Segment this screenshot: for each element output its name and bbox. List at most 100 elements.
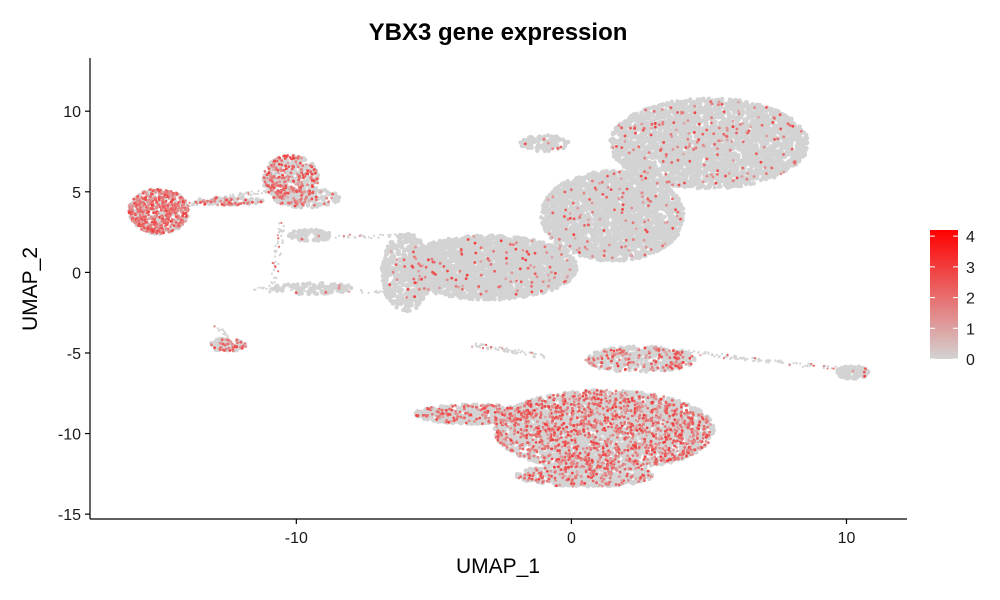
cell-point (445, 283, 451, 288)
cell-point (385, 248, 390, 253)
cell-point (554, 282, 559, 288)
cell-point (275, 199, 280, 205)
cell-point (402, 278, 407, 283)
cell-point (498, 261, 503, 266)
cell-point (497, 297, 502, 302)
cell-point (288, 283, 293, 289)
cell-point (415, 250, 421, 255)
cell-point (411, 238, 416, 243)
cell-point (572, 269, 577, 274)
cell-point (498, 257, 503, 262)
cell-point (563, 263, 568, 268)
cell-point (393, 245, 398, 250)
cell-point (508, 293, 513, 298)
cell-point (537, 241, 543, 246)
cell-point (303, 179, 309, 184)
cell-point (249, 196, 254, 202)
cell-point (500, 273, 505, 278)
cell-point (397, 256, 402, 262)
cell-point (534, 290, 540, 296)
cell-point (482, 258, 488, 263)
cell-point (526, 269, 531, 274)
cell-point (312, 291, 318, 296)
cell-point (536, 251, 541, 256)
cell-point (453, 291, 459, 296)
cell-point (480, 242, 485, 247)
cell-point (457, 280, 462, 286)
cell-point (467, 257, 472, 263)
cell-point (407, 269, 413, 274)
cell-point (291, 229, 297, 234)
cell-point (311, 283, 316, 288)
cell-point (424, 281, 429, 286)
cell-point (544, 287, 549, 292)
cell-point (497, 251, 502, 257)
cell-point (434, 248, 440, 253)
cell-point (563, 254, 568, 259)
cell-point (553, 255, 559, 260)
cell-point (483, 294, 489, 300)
cell-point (446, 246, 451, 251)
cell-point (463, 241, 468, 246)
cell-point (302, 157, 307, 162)
cell-point (548, 249, 553, 254)
cell-point (482, 283, 488, 288)
cell-point (514, 264, 519, 270)
cell-point (396, 239, 402, 244)
cell-point (501, 245, 506, 250)
cell-point (510, 273, 515, 279)
cell-point (435, 266, 440, 272)
cell-point (497, 245, 502, 251)
cell-point (522, 236, 527, 241)
cell-point (311, 237, 316, 243)
cell-point (483, 247, 488, 252)
cell-point (556, 271, 561, 276)
cell-point (522, 242, 527, 247)
cell-point (417, 238, 423, 243)
cell-point (390, 301, 396, 306)
cell-point (540, 249, 545, 254)
cell-point (432, 256, 438, 261)
cell-point (382, 267, 388, 273)
cell-point (545, 259, 550, 264)
cell-point (413, 298, 418, 303)
cell-point (434, 243, 439, 248)
cell-point (415, 284, 420, 289)
cell-point (515, 260, 520, 265)
cell-point (320, 230, 325, 235)
cell-point (281, 285, 286, 290)
cell-point (439, 257, 444, 262)
cell-point (325, 190, 330, 195)
cell-point (474, 233, 480, 238)
cell-point (299, 291, 304, 296)
cell-point (424, 247, 429, 253)
cell-point (479, 235, 484, 241)
cell-point (400, 294, 405, 299)
cell-point (550, 279, 555, 285)
cell-point (475, 266, 480, 271)
cell-point (533, 280, 538, 285)
cell-point (458, 260, 463, 265)
cell-point (407, 295, 413, 301)
cell-point (470, 279, 475, 284)
cell-point (398, 288, 403, 293)
cell-point (392, 293, 397, 298)
cell-point (458, 295, 463, 301)
cell-point (401, 248, 407, 254)
cell-point (426, 271, 431, 276)
cell-point (396, 267, 401, 272)
cell-point (515, 273, 521, 278)
cell-point (502, 287, 508, 293)
cell-point (504, 237, 510, 242)
cell-point (451, 242, 456, 247)
cell-point (471, 272, 476, 278)
cell-point (381, 259, 386, 265)
cell-point (293, 234, 299, 239)
cell-point (297, 286, 302, 291)
cell-point (561, 273, 566, 278)
cell-point (449, 249, 454, 254)
cell-point (488, 241, 493, 246)
cell-point (316, 201, 322, 207)
cell-point (387, 261, 392, 267)
